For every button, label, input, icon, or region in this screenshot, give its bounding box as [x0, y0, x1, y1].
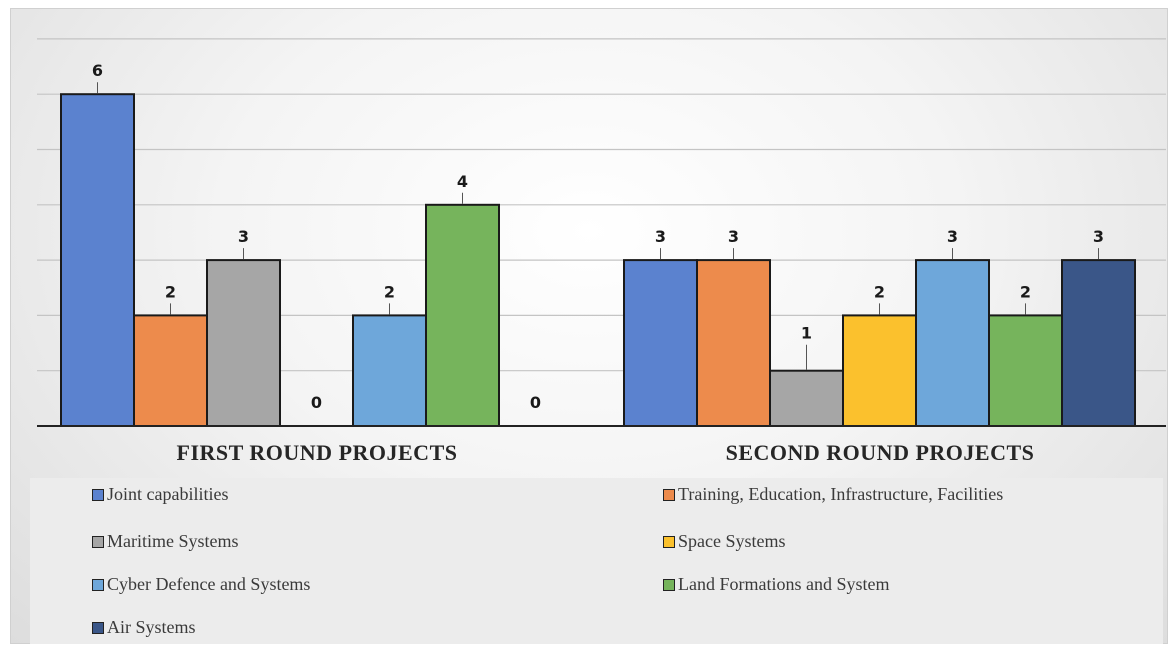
bar — [425, 203, 500, 427]
legend-item-cyber-defence: Cyber Defence and Systems — [92, 574, 310, 595]
data-label: 4 — [457, 172, 468, 191]
bar — [988, 314, 1063, 427]
bar — [769, 369, 844, 428]
legend-label: Land Formations and System — [678, 574, 890, 594]
data-label: 2 — [165, 282, 176, 301]
legend-item-maritime-systems: Maritime Systems — [92, 531, 239, 552]
bar — [133, 314, 208, 427]
bar — [915, 259, 990, 427]
legend-swatch-joint-capabilities — [92, 488, 104, 501]
bar — [352, 314, 427, 427]
data-label: 1 — [801, 324, 812, 343]
legend-label: Cyber Defence and Systems — [107, 574, 311, 594]
data-label: 0 — [311, 393, 322, 412]
legend-swatch-air-systems — [92, 621, 104, 634]
data-label: 3 — [655, 227, 666, 246]
bars: 6 2 3 0 2 4 0 3 3 1 2 3 2 3 — [60, 61, 1136, 428]
data-label: 3 — [1093, 227, 1104, 246]
legend-swatch-cyber-defence — [92, 578, 104, 591]
bar — [696, 259, 771, 427]
legend-item-training: Training, Education, Infrastructure, Fac… — [663, 484, 1003, 505]
bar — [1061, 259, 1136, 427]
legend-label: Joint capabilities — [107, 484, 229, 504]
data-label: 3 — [238, 227, 249, 246]
legend-swatch-maritime-systems — [92, 535, 104, 548]
category-label-second-round: SECOND ROUND PROJECTS — [725, 440, 1035, 465]
legend: Joint capabilities Training, Education, … — [30, 478, 1163, 644]
legend-label: Training, Education, Infrastructure, Fac… — [678, 484, 1004, 504]
data-label: 2 — [874, 282, 885, 301]
bar — [623, 259, 698, 427]
data-label: 3 — [947, 227, 958, 246]
bar — [206, 259, 281, 427]
data-label: 2 — [384, 282, 395, 301]
data-label: 0 — [530, 393, 541, 412]
legend-swatch-land-formations — [663, 578, 675, 591]
legend-label: Space Systems — [678, 531, 786, 551]
data-label: 2 — [1020, 282, 1031, 301]
data-label: 6 — [92, 61, 103, 80]
legend-item-joint-capabilities: Joint capabilities — [92, 484, 228, 505]
category-label-first-round: FIRST ROUND PROJECTS — [176, 440, 458, 465]
legend-label: Maritime Systems — [107, 531, 239, 551]
legend-swatch-training — [663, 488, 675, 501]
bar — [60, 93, 135, 427]
legend-label: Air Systems — [107, 617, 196, 637]
legend-item-land-formations: Land Formations and System — [663, 574, 889, 595]
data-label: 3 — [728, 227, 739, 246]
bar — [842, 314, 917, 427]
legend-item-air-systems: Air Systems — [92, 617, 196, 638]
legend-swatch-space-systems — [663, 535, 675, 548]
legend-item-space-systems: Space Systems — [663, 531, 786, 552]
